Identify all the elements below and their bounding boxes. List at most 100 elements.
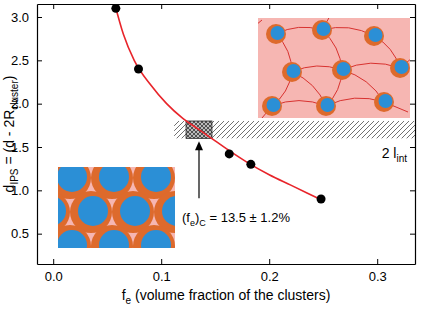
text-part: 2 l — [382, 145, 397, 161]
inset-shell — [266, 24, 286, 44]
tick-mark — [37, 104, 42, 105]
tick-mark — [37, 60, 42, 61]
inset-shell — [374, 92, 394, 112]
band-label: 2 lint — [382, 145, 408, 164]
inset-core — [271, 26, 285, 40]
inset-dense — [58, 167, 175, 248]
inset-shell — [262, 96, 282, 116]
text-part: d — [1, 185, 17, 193]
inset-core — [99, 230, 129, 248]
tick-mark — [410, 60, 415, 61]
tick-mark — [410, 147, 415, 148]
inset-shell — [316, 96, 336, 116]
x-axis-title: fe (volume fraction of the clusters) — [122, 287, 331, 306]
inset-background — [258, 18, 410, 118]
tick-mark — [53, 259, 54, 264]
tick-mark — [410, 234, 415, 235]
tick-mark — [410, 104, 415, 105]
axis-line — [415, 5, 416, 265]
inset-core — [287, 64, 301, 78]
tick: 0.0 — [45, 259, 63, 284]
tick-label: 0.1 — [153, 269, 171, 284]
plot-area — [111, 4, 415, 204]
data-point — [317, 195, 326, 204]
tick: 0.2 — [261, 259, 279, 284]
tick-mark — [37, 190, 42, 191]
tick-mark — [161, 259, 162, 264]
inset-core — [58, 230, 87, 248]
tick-label: 3.0 — [11, 10, 29, 25]
tick: 0.3 — [369, 259, 387, 284]
tick-mark — [377, 259, 378, 264]
tick — [269, 4, 270, 9]
subscript: IPS — [9, 168, 20, 184]
y-axis-title: dIPS = (d - 2Rcluster) — [1, 76, 20, 193]
data-point — [111, 4, 120, 13]
text-part: (volume fraction of the clusters) — [131, 287, 330, 303]
inset-core — [317, 22, 331, 36]
tick: 0.5 — [11, 226, 42, 241]
inset-shell — [364, 26, 384, 46]
inset-core — [337, 62, 351, 76]
inset-chain — [258, 20, 262, 30]
inset-core — [369, 28, 383, 42]
arrow-head — [195, 141, 203, 150]
inset-core — [58, 196, 66, 226]
tick-mark — [37, 234, 42, 235]
tick-mark — [269, 4, 270, 9]
data-point — [134, 65, 143, 74]
inset-shell — [282, 62, 302, 82]
tick-label: 0.5 — [11, 226, 29, 241]
inset-core — [395, 60, 409, 74]
tick — [410, 104, 415, 105]
inset-shell — [390, 58, 410, 78]
tick-mark — [37, 147, 42, 148]
tick-label: 0.0 — [45, 269, 63, 284]
inset-shell — [91, 225, 133, 248]
tick — [410, 17, 415, 18]
tick-label: 2.5 — [11, 53, 29, 68]
inset-core — [58, 167, 87, 192]
inset-core — [120, 196, 150, 226]
x-axis-top — [38, 4, 416, 9]
axis-line — [37, 5, 38, 265]
tick: 3.0 — [11, 10, 42, 25]
critical-label: (fe)C = 13.5 ± 1.2% — [182, 210, 290, 228]
inset-core — [99, 167, 129, 192]
tick-mark — [377, 4, 378, 9]
data-point — [225, 149, 234, 158]
data-point — [246, 160, 255, 169]
inset-sparse — [258, 18, 410, 118]
inset-shell — [133, 225, 175, 248]
tick-label: 0.3 — [369, 269, 387, 284]
tick — [377, 4, 378, 9]
tick-mark — [161, 4, 162, 9]
tick-mark — [37, 17, 42, 18]
tick — [53, 4, 54, 9]
axis-line — [38, 4, 416, 5]
inset-shell — [312, 20, 332, 40]
tick-mark — [269, 259, 270, 264]
chart: 0.00.10.20.30.51.01.52.02.53.0fe (volume… — [0, 0, 424, 324]
tick-label: 0.2 — [261, 269, 279, 284]
inset-core — [379, 94, 393, 108]
text-part: = (d - 2R — [1, 110, 17, 169]
tick — [410, 60, 415, 61]
inset-core — [78, 196, 108, 226]
tick — [410, 190, 415, 191]
tick-mark — [410, 17, 415, 18]
y-axis-right — [410, 5, 416, 265]
tick — [410, 147, 415, 148]
inset-shell — [332, 60, 352, 80]
subscript: cluster — [9, 80, 20, 110]
inset-shell — [58, 225, 91, 248]
inset-core — [162, 196, 175, 226]
inset-core — [267, 98, 281, 112]
arrow-shaft — [198, 148, 199, 198]
fit-curve — [115, 4, 323, 201]
inset-core — [141, 167, 171, 192]
tick — [161, 4, 162, 9]
tick: 0.1 — [153, 259, 171, 284]
tick-mark — [53, 4, 54, 9]
axis-line — [38, 264, 416, 265]
